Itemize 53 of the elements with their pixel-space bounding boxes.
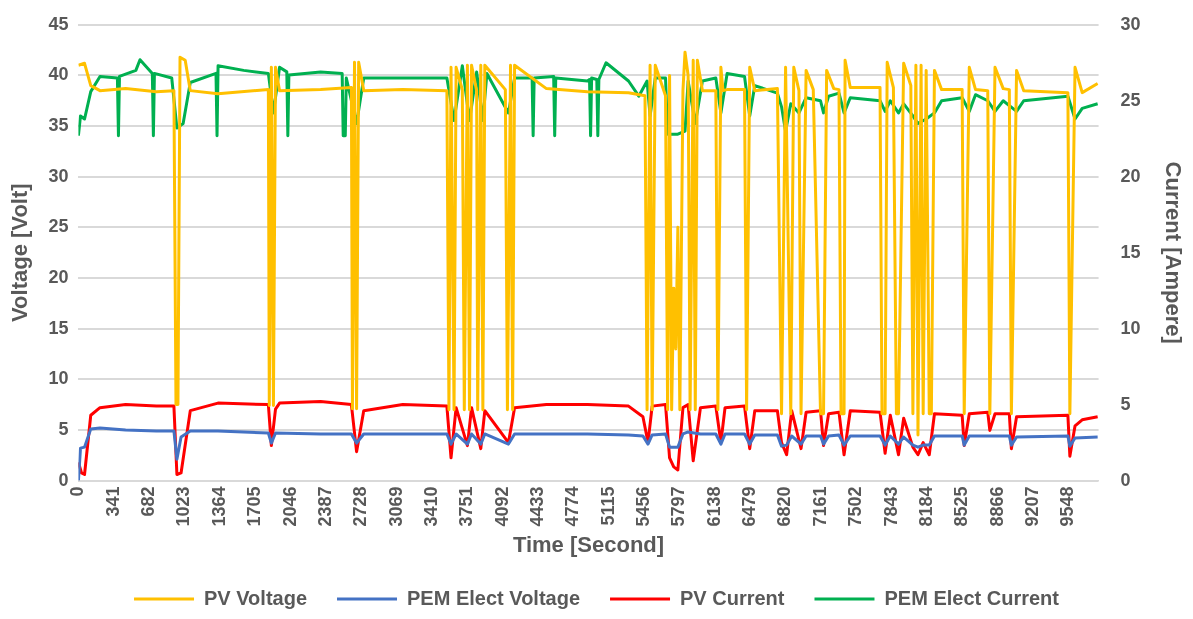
x-tick-label: 1023 xyxy=(173,486,194,527)
x-tick-label: 341 xyxy=(102,486,123,517)
legend-label: PV Voltage xyxy=(204,586,308,609)
x-tick-label: 2387 xyxy=(314,486,335,527)
y-tick-label: 5 xyxy=(58,418,69,439)
y-axis-title: Voltage [Volt] xyxy=(7,183,33,322)
x-tick-label: 3069 xyxy=(385,486,406,527)
x-tick-label: 1364 xyxy=(208,486,229,527)
x-tick-label: 7161 xyxy=(809,486,830,527)
legend-label: PV Current xyxy=(680,586,785,609)
y-tick-label: 20 xyxy=(48,266,69,287)
y-tick-label: 35 xyxy=(48,115,69,136)
x-tick-label: 4433 xyxy=(526,486,547,527)
x-axis-title: Time [Second] xyxy=(512,531,665,557)
x-tick-label: 5797 xyxy=(668,486,689,527)
y-tick-label: 45 xyxy=(48,13,69,34)
y2-tick-label: 5 xyxy=(1120,393,1131,414)
x-tick-label: 7502 xyxy=(845,486,866,527)
y2-tick-label: 25 xyxy=(1120,89,1141,110)
x-tick-label: 2728 xyxy=(350,486,371,527)
x-tick-label: 4092 xyxy=(491,486,512,527)
y2-tick-label: 20 xyxy=(1120,165,1141,186)
y2-axis-title: Current [Ampere] xyxy=(1160,161,1186,344)
x-tick-label: 7843 xyxy=(880,486,901,527)
y2-tick-label: 0 xyxy=(1120,469,1131,490)
x-tick-label: 5115 xyxy=(597,486,618,526)
y-tick-label: 0 xyxy=(58,469,69,490)
x-tick-label: 9548 xyxy=(1057,486,1078,527)
x-tick-label: 8525 xyxy=(951,486,972,527)
x-tick-label: 1705 xyxy=(244,486,265,527)
y-tick-label: 15 xyxy=(48,317,69,338)
x-tick-label: 8866 xyxy=(986,486,1007,527)
x-tick-label: 6820 xyxy=(774,486,795,527)
legend-label: PEM Elect Voltage xyxy=(407,586,581,609)
y2-tick-label: 15 xyxy=(1120,241,1141,262)
x-tick-label: 3410 xyxy=(420,486,441,527)
x-tick-label: 2046 xyxy=(279,486,300,527)
x-tick-label: 0 xyxy=(67,486,88,497)
x-tick-label: 3751 xyxy=(456,486,477,527)
y2-tick-label: 30 xyxy=(1120,13,1141,34)
x-tick-label: 6479 xyxy=(739,486,760,527)
y-tick-label: 40 xyxy=(48,64,69,85)
x-tick-label: 682 xyxy=(138,486,159,517)
x-tick-label: 9207 xyxy=(1021,486,1042,527)
y-tick-label: 10 xyxy=(48,368,69,389)
legend-label: PEM Elect Current xyxy=(884,586,1060,609)
y2-tick-label: 10 xyxy=(1120,317,1141,338)
x-tick-label: 6138 xyxy=(703,486,724,527)
y-tick-label: 25 xyxy=(48,216,69,237)
x-tick-label: 5456 xyxy=(633,486,654,527)
x-tick-label: 8184 xyxy=(915,486,936,527)
x-tick-label: 4774 xyxy=(562,486,583,527)
y-tick-label: 30 xyxy=(48,165,69,186)
